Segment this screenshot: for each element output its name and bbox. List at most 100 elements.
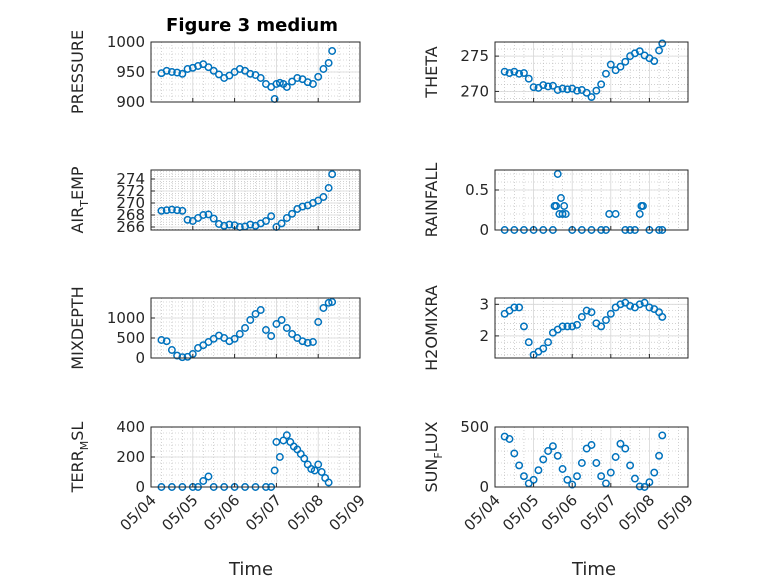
data-point <box>639 202 647 210</box>
data-point <box>597 472 606 481</box>
y-tick-label: 500 <box>116 329 145 347</box>
data-point <box>267 332 276 340</box>
data-point <box>204 472 213 481</box>
data-point <box>225 71 234 80</box>
data-point <box>178 69 187 78</box>
data-point <box>520 69 528 78</box>
axes-frame <box>494 297 689 359</box>
data-point <box>573 472 581 481</box>
y-tick-label: 0 <box>479 478 489 496</box>
y-axis-label: TERRMSL <box>68 422 91 494</box>
data-point <box>510 303 519 312</box>
data-point <box>173 206 182 215</box>
data-point <box>611 453 620 461</box>
axes-frame <box>150 297 361 359</box>
data-point <box>573 320 581 329</box>
data-point <box>173 351 182 360</box>
data-point <box>324 184 333 192</box>
data-point <box>556 194 565 202</box>
data-point <box>558 84 567 93</box>
data-point <box>314 196 323 205</box>
data-point <box>157 206 166 215</box>
data-point <box>300 454 309 463</box>
data-point <box>635 210 644 218</box>
data-point <box>298 202 307 211</box>
y-axis-label: AIRTEMP <box>68 166 91 233</box>
data-point <box>500 67 509 76</box>
data-point <box>520 322 528 331</box>
data-point <box>324 298 333 307</box>
data-point <box>650 57 659 66</box>
data-point <box>597 80 606 89</box>
data-point <box>214 70 223 79</box>
data-point <box>298 337 307 346</box>
x-tick-label: 05/08 <box>615 491 658 534</box>
data-point <box>577 459 586 467</box>
data-point <box>209 66 218 75</box>
data-point <box>225 220 234 229</box>
data-point <box>282 214 291 222</box>
axes-frame <box>494 41 689 103</box>
figure-title: Figure 3 medium <box>166 15 338 36</box>
grid <box>494 170 689 231</box>
data-point <box>167 68 176 76</box>
data-point <box>167 346 176 354</box>
data-point <box>293 74 302 82</box>
data-point <box>616 300 625 309</box>
data-point <box>563 85 572 94</box>
data-point <box>658 39 667 48</box>
data-point <box>563 475 572 484</box>
data-point <box>246 220 255 229</box>
x-tick-label: 05/04 <box>117 491 160 534</box>
axes-frame <box>494 169 689 231</box>
data-point <box>204 210 213 219</box>
data-point <box>199 477 208 485</box>
data-point <box>635 47 644 56</box>
data-point <box>524 338 533 347</box>
data-point <box>558 465 567 473</box>
data-point <box>199 211 208 219</box>
y-axis-label: RAINFALL <box>422 163 441 238</box>
data-point <box>303 338 312 347</box>
data-point <box>597 322 606 331</box>
grid <box>494 297 689 358</box>
data-point <box>616 62 625 71</box>
data-point <box>616 439 625 448</box>
y-axis-label: PRESSURE <box>68 30 87 114</box>
data-point <box>288 209 297 218</box>
data-point <box>573 86 581 95</box>
data-point <box>582 88 591 97</box>
data-point <box>183 215 192 224</box>
data-point <box>621 57 630 66</box>
data-point <box>162 66 171 75</box>
data-point <box>262 217 270 225</box>
data-point <box>611 210 620 218</box>
data-point <box>635 300 644 309</box>
data-point <box>328 170 337 179</box>
data-point <box>558 322 567 331</box>
x-tick-label: 05/04 <box>461 491 504 534</box>
data-point <box>539 455 548 464</box>
data-point <box>230 334 239 343</box>
data-point <box>577 312 586 321</box>
data-point <box>317 468 326 476</box>
data-point <box>592 86 601 95</box>
data-point <box>606 309 615 318</box>
y-tick-label: 0 <box>135 349 145 367</box>
data-point <box>328 298 337 306</box>
data-point <box>328 47 337 55</box>
data-point <box>251 310 260 318</box>
y-tick-label: 1000 <box>107 33 145 51</box>
data-point <box>235 330 244 338</box>
y-axis-label: MIXDEPTH <box>68 286 87 369</box>
x-tick-label: 05/05 <box>158 491 201 534</box>
data-point <box>505 435 514 443</box>
data-point <box>582 306 591 315</box>
data-point <box>553 451 562 460</box>
data-point <box>246 316 255 324</box>
y-tick-label: 900 <box>116 93 145 111</box>
data-point <box>524 74 533 83</box>
data-point <box>553 170 562 178</box>
